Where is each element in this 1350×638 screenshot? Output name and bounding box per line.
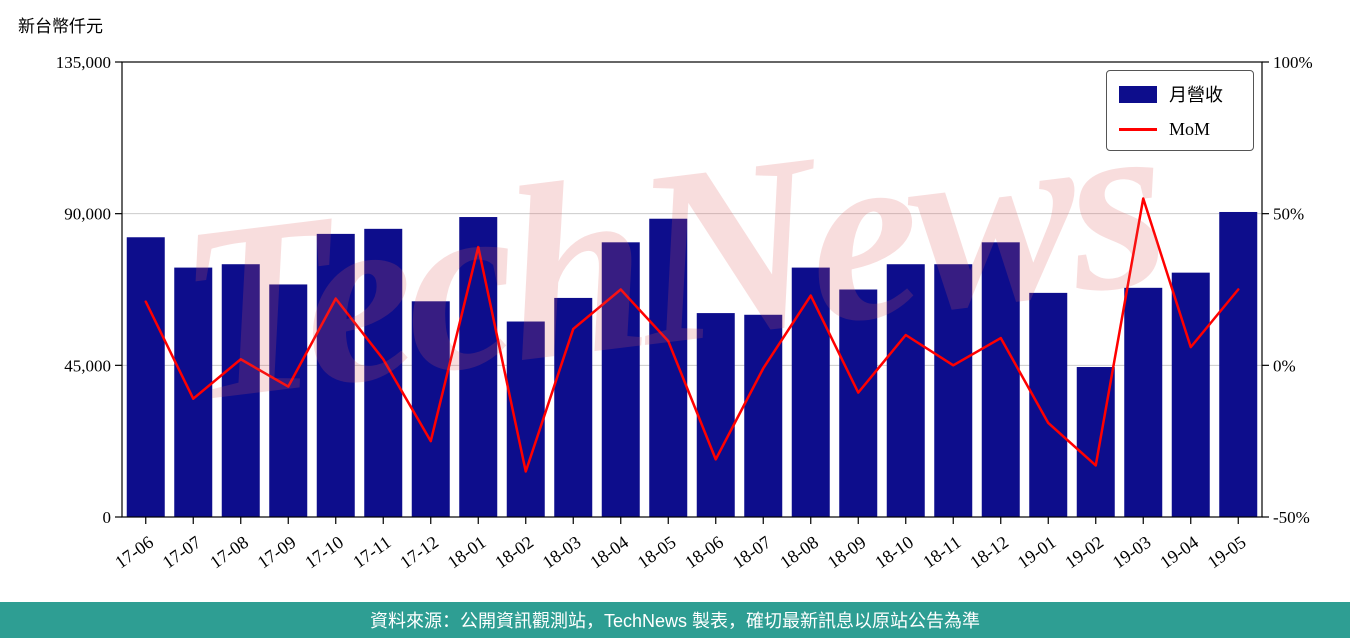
revenue-bar-18-10 [886,264,925,517]
legend-revenue-label: 月營收 [1169,85,1223,105]
left-tick-label: 90,000 [64,205,111,224]
left-tick-label: 45,000 [64,356,111,375]
x-tick-label-18-03: 18-03 [539,532,585,572]
revenue-bar-18-03 [554,297,593,517]
x-tick-label-18-07: 18-07 [729,532,775,572]
x-tick-label-17-08: 17-08 [206,532,252,572]
x-tick-label-19-05: 19-05 [1204,532,1250,572]
x-tick-label-19-04: 19-04 [1156,532,1202,572]
x-tick-label-17-12: 17-12 [396,532,442,572]
x-tick-label-17-11: 17-11 [349,532,394,572]
right-tick-label: 100% [1273,53,1313,72]
x-tick-label-19-02: 19-02 [1061,532,1107,572]
revenue-bar-17-09 [269,284,308,517]
revenue-bar-19-01 [1029,292,1068,517]
revenue-bar-18-08 [791,267,830,517]
legend-item-revenue: 月營收 [1119,81,1241,107]
legend-item-mom: MoM [1119,119,1241,140]
x-tick-label-18-09: 18-09 [824,532,870,572]
revenue-bar-17-07 [174,267,213,517]
x-tick-label-18-05: 18-05 [634,532,680,572]
x-tick-label-18-12: 18-12 [966,532,1012,572]
left-tick-label: 135,000 [56,53,111,72]
left-axis-unit-label: 新台幣仟元 [18,17,103,36]
revenue-bar-18-02 [506,321,545,517]
revenue-bar-swatch [1119,85,1157,103]
revenue-bar-17-06 [126,237,165,517]
right-tick-label: 0% [1273,356,1296,375]
revenue-bar-17-08 [221,264,260,517]
left-tick-label: 0 [103,508,112,527]
right-tick-label: 50% [1273,205,1304,224]
revenue-bar-18-09 [839,289,878,517]
revenue-bar-19-03 [1124,287,1163,517]
x-tick-label-17-07: 17-07 [159,532,205,572]
mom-line-swatch [1119,128,1157,131]
x-tick-label-19-01: 19-01 [1014,532,1060,572]
revenue-bar-18-12 [981,242,1020,517]
x-tick-label-18-08: 18-08 [776,532,822,572]
x-tick-label-18-10: 18-10 [871,532,917,572]
revenue-bar-19-05 [1219,211,1258,517]
x-tick-label-17-09: 17-09 [254,532,300,572]
revenue-bar-18-05 [649,218,688,517]
revenue-bar-18-11 [934,264,973,517]
chart-legend: 月營收 MoM [1106,70,1254,151]
plot-border [121,61,1263,518]
revenue-bar-17-11 [364,228,403,518]
revenue-bar-18-07 [744,314,783,517]
revenue-bar-18-04 [601,242,640,517]
right-tick-label: -50% [1273,508,1310,527]
mom-line [144,197,1240,473]
x-tick-label-18-02: 18-02 [491,532,537,572]
x-tick-label-18-01: 18-01 [444,532,490,572]
revenue-bar-18-01 [459,217,498,517]
revenue-bar-19-04 [1171,272,1210,517]
revenue-bar-17-10 [316,233,355,517]
x-tick-label-19-03: 19-03 [1109,532,1155,572]
x-tick-label-17-10: 17-10 [301,532,347,572]
x-tick-label-18-04: 18-04 [586,532,632,572]
x-tick-label-17-06: 17-06 [111,532,157,572]
x-tick-label-18-06: 18-06 [681,532,727,572]
revenue-bar-18-06 [696,313,735,517]
x-tick-label-18-11: 18-11 [919,532,964,572]
source-footer: 資料來源：公開資訊觀測站，TechNews 製表，確切最新訊息以原站公告為準 [0,602,1350,638]
revenue-bar-17-12 [411,301,450,517]
legend-mom-label: MoM [1169,119,1211,139]
